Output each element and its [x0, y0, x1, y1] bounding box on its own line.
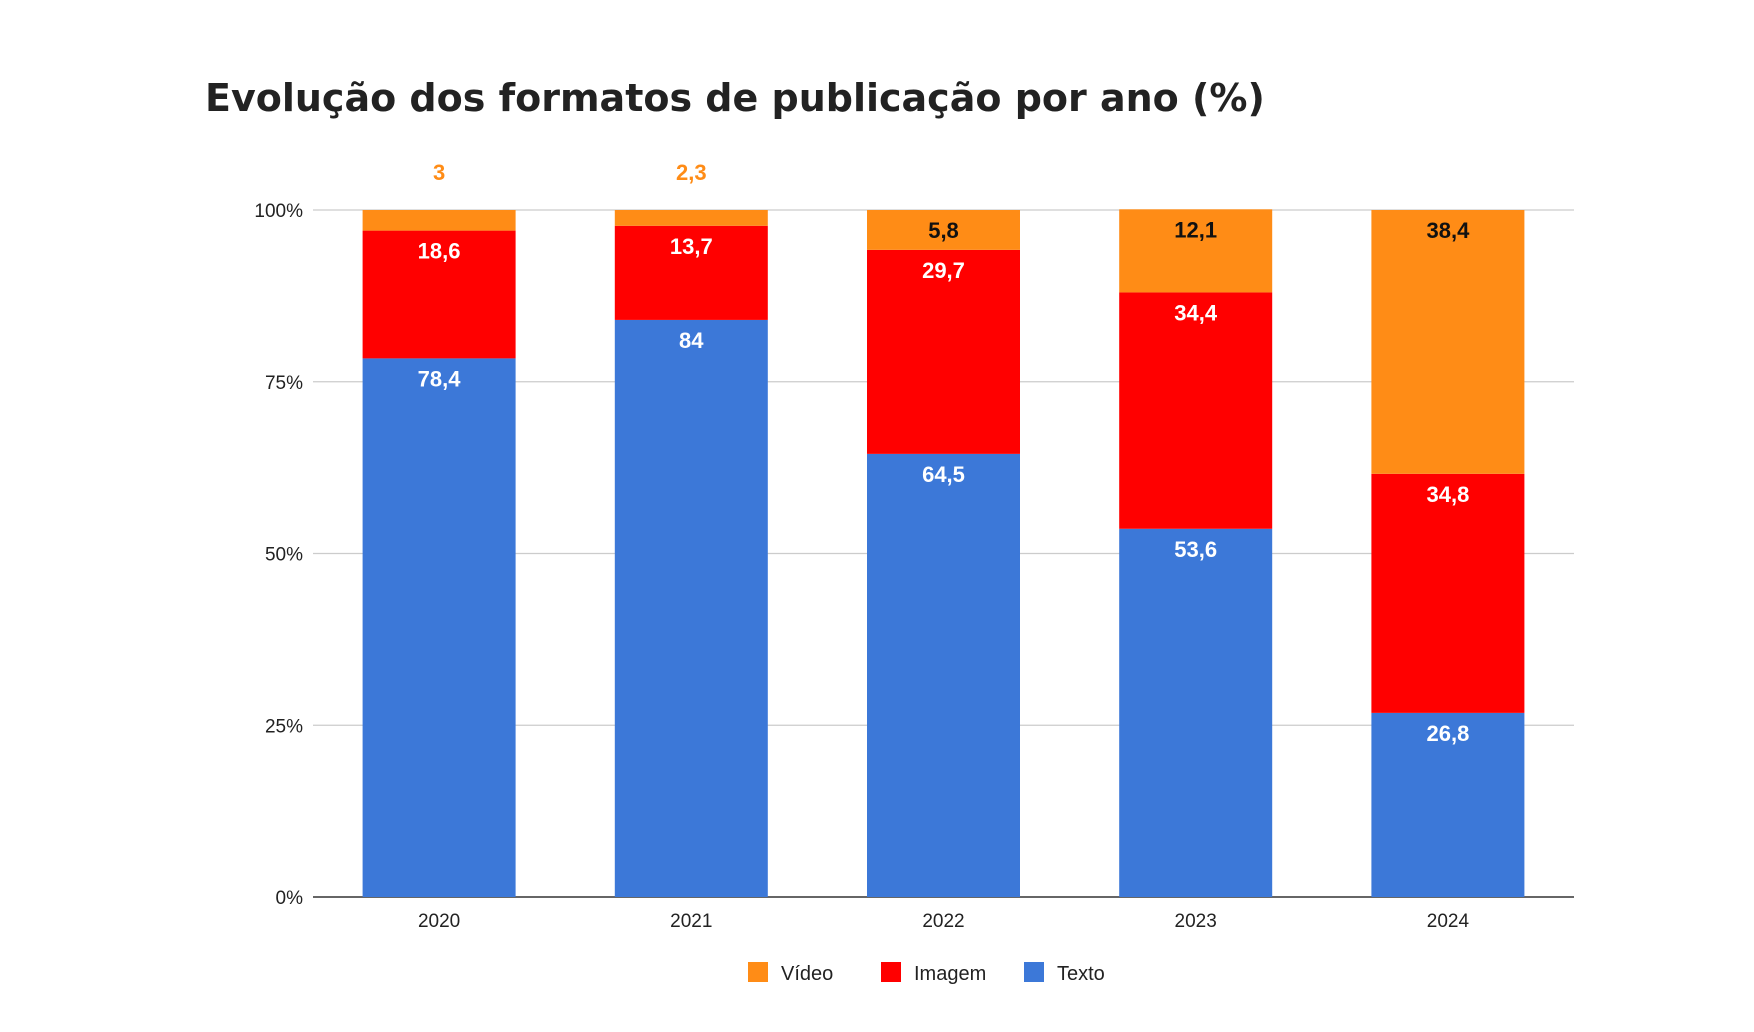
y-tick-label: 50%	[265, 545, 303, 566]
x-axis-ticks: 2020 2021 2022 2023 2024	[418, 911, 1470, 932]
data-label-texto-2020: 78,4	[418, 366, 462, 391]
bar-segment-vídeo-2020	[362, 210, 516, 231]
bar-segment-texto-2024	[1371, 712, 1525, 897]
x-tick-label: 2023	[1175, 911, 1217, 932]
y-tick-label: 100%	[254, 201, 303, 222]
legend: Vídeo Imagem Texto	[748, 962, 1105, 985]
legend-swatch-texto	[1024, 962, 1044, 982]
bar-segment-texto-2021	[614, 319, 768, 897]
y-tick-label: 75%	[265, 373, 303, 394]
data-label-vídeo-2021: 2,3	[676, 160, 707, 185]
bar-segment-imagem-2020	[362, 230, 516, 359]
y-tick-label: 0%	[276, 888, 304, 909]
data-label-imagem-2021: 13,7	[670, 234, 713, 259]
legend-label-vídeo: Vídeo	[781, 963, 833, 985]
legend-label-texto: Texto	[1057, 963, 1105, 985]
bar-segment-texto-2023	[1119, 528, 1273, 897]
data-labels: 78,4 18,6 3 84 13,7 2,3 64,5 29,7 5,8 53,6 34,4 12,…	[418, 160, 1470, 746]
data-label-imagem-2022: 29,7	[922, 258, 965, 283]
x-tick-label: 2024	[1427, 911, 1470, 932]
bar-segment-vídeo-2023	[1119, 209, 1273, 293]
bars	[362, 209, 1525, 898]
data-label-texto-2022: 64,5	[922, 462, 965, 487]
data-label-imagem-2020: 18,6	[418, 239, 461, 264]
chart-title: Evolução dos formatos de publicação por …	[205, 76, 1265, 120]
legend-swatch-vídeo	[748, 962, 768, 982]
data-label-imagem-2023: 34,4	[1174, 300, 1218, 325]
bar-segment-imagem-2021	[614, 225, 768, 320]
x-tick-label: 2020	[418, 911, 460, 932]
y-tick-label: 25%	[265, 716, 303, 737]
data-label-vídeo-2024: 38,4	[1426, 218, 1470, 243]
bar-segment-imagem-2022	[867, 249, 1020, 454]
bar-segment-vídeo-2022	[867, 210, 1020, 250]
x-tick-label: 2021	[670, 911, 712, 932]
x-tick-label: 2022	[922, 911, 964, 932]
legend-label-imagem: Imagem	[914, 963, 986, 985]
data-label-texto-2023: 53,6	[1174, 537, 1217, 562]
data-label-vídeo-2023: 12,1	[1174, 217, 1217, 242]
bar-segment-imagem-2023	[1119, 292, 1273, 529]
data-label-texto-2024: 26,8	[1426, 721, 1469, 746]
data-label-texto-2021: 84	[679, 328, 704, 353]
bar-segment-texto-2020	[362, 358, 516, 898]
bar-segment-imagem-2024	[1371, 473, 1525, 713]
data-label-vídeo-2022: 5,8	[928, 218, 959, 243]
bar-segment-texto-2022	[867, 453, 1020, 897]
y-axis-ticks: 0% 25% 50% 75% 100%	[254, 201, 303, 909]
legend-swatch-imagem	[881, 962, 901, 982]
data-label-imagem-2024: 34,8	[1426, 482, 1469, 507]
bar-segment-vídeo-2024	[1371, 210, 1525, 474]
bar-segment-vídeo-2021	[614, 210, 768, 226]
data-label-vídeo-2020: 3	[433, 160, 445, 185]
